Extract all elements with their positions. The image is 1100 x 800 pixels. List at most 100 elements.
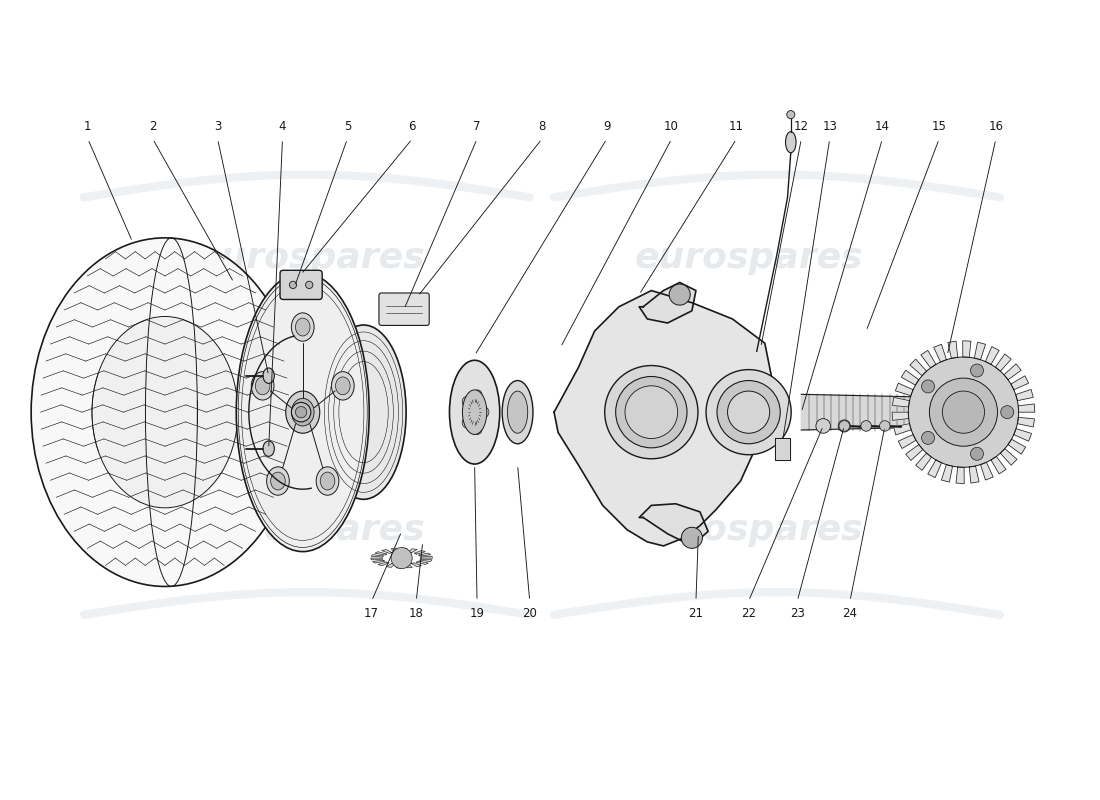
Polygon shape: [910, 359, 926, 376]
Circle shape: [816, 418, 831, 434]
Polygon shape: [980, 462, 993, 480]
Polygon shape: [956, 467, 965, 483]
Ellipse shape: [263, 441, 274, 456]
Text: 10: 10: [664, 120, 679, 134]
Polygon shape: [402, 548, 407, 552]
Circle shape: [289, 282, 297, 289]
Text: 23: 23: [790, 606, 805, 620]
Text: 6: 6: [408, 120, 416, 134]
Polygon shape: [1018, 418, 1034, 427]
FancyBboxPatch shape: [378, 293, 429, 326]
Ellipse shape: [717, 381, 780, 444]
Polygon shape: [996, 354, 1011, 371]
Ellipse shape: [473, 424, 482, 434]
Polygon shape: [1015, 390, 1033, 401]
Polygon shape: [639, 504, 708, 546]
Circle shape: [669, 284, 691, 305]
FancyBboxPatch shape: [280, 270, 322, 299]
Polygon shape: [934, 344, 946, 362]
Circle shape: [943, 391, 984, 434]
Ellipse shape: [316, 467, 339, 495]
Circle shape: [861, 421, 871, 431]
Text: 18: 18: [409, 606, 424, 620]
Polygon shape: [373, 560, 385, 563]
Text: eurospares: eurospares: [635, 513, 862, 546]
Polygon shape: [1000, 449, 1018, 465]
Polygon shape: [942, 465, 953, 482]
Ellipse shape: [31, 238, 299, 586]
Circle shape: [1001, 406, 1014, 418]
Ellipse shape: [462, 397, 471, 407]
Text: eurospares: eurospares: [197, 513, 426, 546]
Ellipse shape: [503, 381, 534, 444]
Text: 4: 4: [278, 120, 286, 134]
Text: eurospares: eurospares: [635, 241, 862, 275]
Ellipse shape: [616, 377, 688, 448]
Polygon shape: [371, 558, 383, 560]
Polygon shape: [962, 341, 971, 358]
Ellipse shape: [321, 325, 406, 499]
Polygon shape: [396, 564, 402, 568]
Text: 16: 16: [989, 120, 1003, 134]
Polygon shape: [969, 466, 979, 483]
Text: 20: 20: [522, 606, 537, 620]
Polygon shape: [405, 564, 412, 568]
Ellipse shape: [296, 318, 310, 336]
Ellipse shape: [271, 472, 285, 490]
Ellipse shape: [286, 391, 320, 434]
Polygon shape: [417, 561, 428, 565]
Polygon shape: [375, 552, 387, 555]
Text: 13: 13: [823, 120, 837, 134]
Polygon shape: [948, 342, 958, 358]
Text: 21: 21: [689, 606, 703, 620]
Polygon shape: [921, 350, 936, 368]
Text: 1: 1: [85, 120, 91, 134]
Ellipse shape: [706, 370, 791, 454]
Ellipse shape: [292, 398, 315, 426]
Circle shape: [681, 527, 703, 548]
Polygon shape: [418, 553, 430, 556]
Polygon shape: [1004, 364, 1021, 380]
Circle shape: [786, 110, 795, 118]
Ellipse shape: [625, 386, 678, 438]
Circle shape: [922, 431, 935, 444]
Circle shape: [292, 402, 311, 422]
Ellipse shape: [263, 368, 274, 383]
Polygon shape: [414, 550, 426, 554]
Polygon shape: [639, 282, 696, 323]
Circle shape: [306, 282, 312, 289]
Polygon shape: [927, 460, 942, 478]
Circle shape: [970, 364, 983, 377]
Ellipse shape: [507, 391, 528, 434]
Polygon shape: [1011, 376, 1028, 390]
Ellipse shape: [251, 372, 274, 400]
Ellipse shape: [605, 366, 698, 458]
Ellipse shape: [450, 360, 499, 464]
Polygon shape: [420, 559, 432, 562]
Circle shape: [880, 421, 890, 431]
Circle shape: [838, 420, 850, 432]
Polygon shape: [892, 412, 909, 420]
Polygon shape: [905, 445, 923, 461]
Ellipse shape: [785, 132, 796, 153]
Circle shape: [296, 406, 307, 418]
Ellipse shape: [255, 377, 270, 394]
Circle shape: [909, 357, 1019, 467]
Text: eurospares: eurospares: [197, 241, 426, 275]
Text: 14: 14: [874, 120, 890, 134]
Text: 2: 2: [148, 120, 156, 134]
Text: 17: 17: [364, 606, 380, 620]
Polygon shape: [801, 394, 911, 430]
Ellipse shape: [292, 313, 315, 342]
Circle shape: [922, 380, 935, 393]
Text: 22: 22: [741, 606, 756, 620]
Polygon shape: [776, 438, 790, 460]
Polygon shape: [1008, 439, 1025, 454]
Polygon shape: [899, 434, 916, 449]
Circle shape: [930, 378, 998, 446]
Text: 7: 7: [473, 120, 481, 134]
Polygon shape: [386, 563, 395, 567]
Polygon shape: [901, 370, 918, 385]
Ellipse shape: [320, 472, 334, 490]
Polygon shape: [986, 346, 999, 365]
